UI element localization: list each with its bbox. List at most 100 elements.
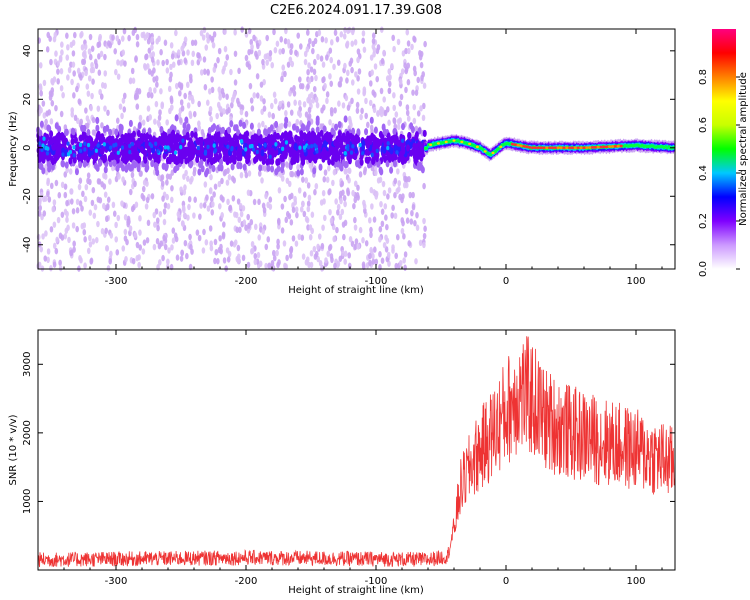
heatmap-cell <box>181 42 186 49</box>
heatmap-cell <box>206 144 210 150</box>
heatmap-cell <box>100 147 105 155</box>
heatmap-cell <box>364 97 368 105</box>
heatmap-cell <box>141 119 146 126</box>
heatmap-cell <box>261 58 265 66</box>
heatmap-cell <box>60 211 65 218</box>
heatmap-cell <box>150 70 154 77</box>
heatmap-cell <box>280 75 284 83</box>
heatmap-cell <box>348 60 353 67</box>
heatmap-cell <box>257 122 261 129</box>
heatmap-cell <box>392 104 397 112</box>
heatmap-cell <box>140 192 145 200</box>
heatmap-cell <box>88 135 93 143</box>
heatmap-cell <box>89 104 93 112</box>
colorbar: 0.0 0.2 0.4 0.6 0.8 Normalized spectral ampl… <box>698 29 749 277</box>
heatmap-cell <box>248 82 253 90</box>
heatmap-cell <box>77 98 82 105</box>
heatmap-cell <box>217 47 222 55</box>
heatmap-cell <box>391 204 395 212</box>
heatmap-cell <box>325 134 330 143</box>
heatmap-cell <box>359 113 363 121</box>
heatmap-cell <box>114 68 118 76</box>
heatmap-cell <box>422 232 427 240</box>
colorbar-tick-label: 0.0 <box>698 261 709 277</box>
heatmap-cell <box>238 133 243 141</box>
heatmap-cell <box>83 147 87 152</box>
heatmap-cell <box>80 30 84 38</box>
heatmap-cell <box>536 146 540 150</box>
heatmap-cell <box>268 196 273 203</box>
heatmap-cell <box>405 104 410 111</box>
heatmap-cell <box>410 209 414 217</box>
heatmap-cell <box>553 146 558 150</box>
heatmap-cell <box>422 82 427 89</box>
heatmap-cell <box>131 77 136 84</box>
heatmap-cell <box>327 158 332 166</box>
heatmap-cell <box>393 135 398 143</box>
heatmap-cell <box>82 58 87 65</box>
heatmap-cell <box>407 47 411 55</box>
heatmap-cell <box>257 198 261 206</box>
heatmap-cell <box>283 121 288 129</box>
heatmap-cell <box>39 246 44 253</box>
heatmap-cell <box>353 243 358 251</box>
heatmap-cell <box>174 82 179 90</box>
heatmap-cell <box>94 162 99 170</box>
heatmap-cell <box>103 70 108 77</box>
heatmap-cell <box>312 167 317 175</box>
heatmap-cell <box>98 197 103 204</box>
heatmap-cell <box>380 133 385 141</box>
heatmap-cell <box>250 240 255 248</box>
heatmap-cell <box>369 231 373 239</box>
heatmap-cell <box>224 60 228 68</box>
heatmap-cell <box>37 210 42 217</box>
heatmap-cell <box>249 38 254 46</box>
heatmap-cell <box>244 224 248 231</box>
heatmap-cell <box>37 199 42 206</box>
heatmap-cell <box>255 53 259 60</box>
heatmap-cell <box>190 175 194 183</box>
heatmap-cell <box>379 200 383 208</box>
heatmap-cell <box>304 111 309 118</box>
heatmap-cell <box>137 88 142 95</box>
heatmap-cell <box>391 34 395 42</box>
heatmap-cell <box>372 106 377 114</box>
heatmap-cell <box>209 158 214 166</box>
heatmap-cell <box>208 187 213 195</box>
spectrogram-y-tick-label: 40 <box>22 44 33 57</box>
heatmap-cell <box>336 203 341 211</box>
heatmap-cell <box>193 39 198 46</box>
heatmap-cell <box>167 85 172 93</box>
heatmap-cell <box>78 161 83 169</box>
heatmap-cell <box>605 145 609 149</box>
heatmap-cell <box>339 141 344 150</box>
heatmap-cell <box>251 147 256 152</box>
heatmap-cell <box>170 53 175 60</box>
heatmap-cell <box>176 156 181 164</box>
heatmap-cell <box>121 49 126 56</box>
heatmap-cell <box>267 157 272 165</box>
heatmap-cell <box>72 156 77 164</box>
heatmap-cell <box>359 158 364 166</box>
heatmap-cell <box>233 50 238 57</box>
heatmap-cell <box>180 220 185 227</box>
heatmap-cell <box>513 143 517 147</box>
heatmap-cell <box>203 151 208 156</box>
heatmap-cell <box>162 218 167 226</box>
heatmap-cell <box>346 187 350 194</box>
heatmap-cell <box>97 159 102 167</box>
heatmap-cell <box>121 135 126 144</box>
heatmap-cell <box>189 141 194 149</box>
heatmap-cell <box>102 202 106 210</box>
heatmap-cell <box>283 152 288 160</box>
heatmap-cell <box>356 184 360 191</box>
heatmap-cell <box>525 145 529 149</box>
heatmap-cell <box>100 82 105 89</box>
snr-x-tick-label: -300 <box>105 576 128 587</box>
heatmap-cell <box>121 176 125 183</box>
heatmap-cell <box>155 81 159 88</box>
heatmap-cell <box>320 36 325 43</box>
heatmap-cell <box>404 207 409 215</box>
heatmap-cell <box>308 224 313 231</box>
spectrogram-y-tick-label: 0 <box>22 145 33 151</box>
